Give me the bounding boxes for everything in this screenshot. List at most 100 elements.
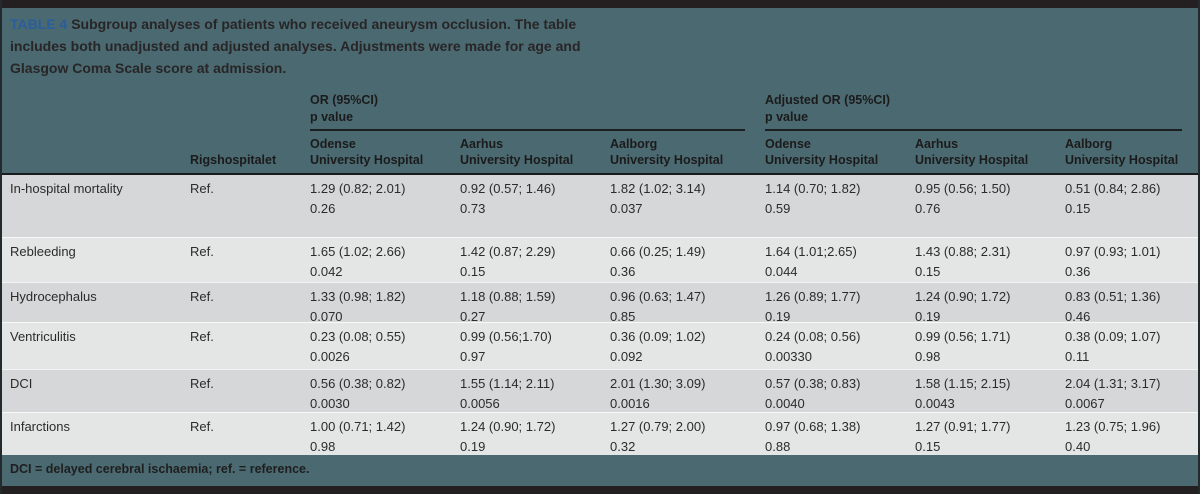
row-label: Infarctions: [10, 419, 70, 434]
or-ci-value: 0.95 (0.56; 1.50): [915, 181, 1011, 196]
column-header-aarhus: Aarhus University Hospital: [460, 137, 574, 167]
cell-adjusted-odense: 1.14 (0.70; 1.82) 0.59: [765, 175, 915, 237]
table-row-infarctions: Infarctions Ref. 1.00 (0.71; 1.42) 0.98 …: [2, 412, 1198, 455]
p-value: 0.59: [765, 201, 791, 216]
p-value: 0.042: [310, 264, 343, 279]
column-group-unadjusted: OR (95%CI) p value: [310, 92, 745, 131]
p-value: 0.11: [1065, 349, 1090, 364]
or-ci-value: 1.14 (0.70; 1.82): [765, 181, 861, 196]
cell-aarhus: 1.18 (0.88; 1.59) 0.27: [460, 283, 610, 322]
p-value: 0.15: [1065, 201, 1091, 216]
p-value: 0.070: [310, 309, 343, 322]
or-ci-value: 2.04 (1.31; 3.17): [1065, 376, 1161, 391]
column-header-outcome-spacer: [2, 131, 190, 173]
p-value: 0.037: [610, 201, 643, 216]
cell-aarhus: 1.55 (1.14; 2.11) 0.0056: [460, 370, 610, 412]
p-value: 0.0026: [310, 349, 350, 364]
or-ci-value: 0.99 (0.56; 1.71): [915, 329, 1011, 344]
or-ci-value: 1.00 (0.71; 1.42): [310, 419, 406, 434]
or-ci-value: 1.24 (0.90; 1.72): [460, 419, 556, 434]
column-group-unadjusted-title: OR (95%CI): [310, 93, 379, 107]
or-ci-value: 0.97 (0.68; 1.38): [765, 419, 861, 434]
row-label: In-hospital mortality: [10, 181, 123, 196]
p-value: 0.97: [460, 349, 486, 364]
or-ci-value: 0.23 (0.08; 0.55): [310, 329, 406, 344]
table-row-in-hospital-mortality: In-hospital mortality Ref. 1.29 (0.82; 2…: [2, 175, 1198, 237]
cell-aalborg: 0.96 (0.63; 1.47) 0.85: [610, 283, 765, 322]
p-value: 0.19: [460, 439, 486, 454]
cell-adjusted-aalborg: 0.83 (0.51; 1.36) 0.46: [1065, 283, 1198, 322]
cell-adjusted-odense: 1.26 (0.89; 1.77) 0.19: [765, 283, 915, 322]
p-value: 0.36: [610, 264, 636, 279]
or-ci-value: 0.92 (0.57; 1.46): [460, 181, 556, 196]
cell-odense: 0.23 (0.08; 0.55) 0.0026: [310, 323, 460, 369]
column-header-aalborg: Aalborg University Hospital: [610, 137, 724, 167]
cell-aalborg: 1.27 (0.79; 2.00) 0.32: [610, 413, 765, 455]
or-ci-value: 0.97 (0.93; 1.01): [1065, 244, 1161, 259]
cell-adjusted-odense: 0.24 (0.08; 0.56) 0.00330: [765, 323, 915, 369]
or-ci-value: 1.33 (0.98; 1.82): [310, 289, 406, 304]
reference-value: Ref.: [190, 376, 214, 391]
row-label: DCI: [10, 376, 33, 391]
p-value: 0.46: [1065, 309, 1091, 322]
p-value: 0.73: [460, 201, 486, 216]
p-value: 0.76: [915, 201, 941, 216]
column-header-row: Rigshospitalet Odense University Hospita…: [2, 131, 1198, 173]
reference-value: Ref.: [190, 419, 214, 434]
or-ci-value: 1.82 (1.02; 3.14): [610, 181, 706, 196]
p-value: 0.15: [915, 439, 941, 454]
column-group-adjusted-subtitle: p value: [765, 110, 809, 124]
p-value: 0.044: [765, 264, 798, 279]
cell-aarhus: 0.92 (0.57; 1.46) 0.73: [460, 175, 610, 237]
cell-adjusted-aarhus: 1.24 (0.90; 1.72) 0.19: [915, 283, 1065, 322]
p-value: 0.88: [765, 439, 791, 454]
cell-adjusted-aalborg: 2.04 (1.31; 3.17) 0.0067: [1065, 370, 1198, 412]
reference-value: Ref.: [190, 244, 214, 259]
p-value: 0.0043: [915, 396, 955, 411]
p-value: 0.40: [1065, 439, 1091, 454]
p-value: 0.98: [310, 439, 336, 454]
cell-adjusted-aarhus: 1.43 (0.88; 2.31) 0.15: [915, 238, 1065, 282]
cell-adjusted-aalborg: 0.51 (0.84; 2.86) 0.15: [1065, 175, 1198, 237]
cell-aalborg: 0.36 (0.09; 1.02) 0.092: [610, 323, 765, 369]
p-value: 0.19: [915, 309, 941, 322]
p-value: 0.15: [915, 264, 941, 279]
p-value: 0.0056: [460, 396, 500, 411]
row-label: Hydrocephalus: [10, 289, 97, 304]
cell-adjusted-aarhus: 0.95 (0.56; 1.50) 0.76: [915, 175, 1065, 237]
table-caption: TABLE 4 Subgroup analyses of patients wh…: [2, 8, 1198, 79]
table-row-ventriculitis: Ventriculitis Ref. 0.23 (0.08; 0.55) 0.0…: [2, 322, 1198, 369]
row-label: Ventriculitis: [10, 329, 76, 344]
cell-adjusted-aarhus: 1.58 (1.15; 2.15) 0.0043: [915, 370, 1065, 412]
column-group-unadjusted-subtitle: p value: [310, 110, 354, 124]
row-label: Rebleeding: [10, 244, 76, 259]
column-group-row: OR (95%CI) p value Adjusted OR (95%CI) p…: [2, 92, 1198, 131]
p-value: 0.19: [765, 309, 791, 322]
or-ci-value: 1.58 (1.15; 2.15): [915, 376, 1011, 391]
column-group-adjusted-title: Adjusted OR (95%CI): [765, 93, 891, 107]
p-value: 0.0040: [765, 396, 805, 411]
or-ci-value: 0.51 (0.84; 2.86): [1065, 181, 1161, 196]
or-ci-value: 1.24 (0.90; 1.72): [915, 289, 1011, 304]
or-ci-value: 0.38 (0.09; 1.07): [1065, 329, 1161, 344]
cell-adjusted-odense: 0.97 (0.68; 1.38) 0.88: [765, 413, 915, 455]
cell-odense: 1.29 (0.82; 2.01) 0.26: [310, 175, 460, 237]
or-ci-value: 0.56 (0.38; 0.82): [310, 376, 406, 391]
reference-value: Ref.: [190, 181, 214, 196]
cell-odense: 1.33 (0.98; 1.82) 0.070: [310, 283, 460, 322]
or-ci-value: 2.01 (1.30; 3.09): [610, 376, 706, 391]
or-ci-value: 1.43 (0.88; 2.31): [915, 244, 1011, 259]
cell-adjusted-aalborg: 1.23 (0.75; 1.96) 0.40: [1065, 413, 1198, 455]
or-ci-value: 1.27 (0.91; 1.77): [915, 419, 1011, 434]
p-value: 0.26: [310, 201, 336, 216]
table-header: OR (95%CI) p value Adjusted OR (95%CI) p…: [2, 92, 1198, 173]
cell-aalborg: 2.01 (1.30; 3.09) 0.0016: [610, 370, 765, 412]
cell-aarhus: 1.24 (0.90; 1.72) 0.19: [460, 413, 610, 455]
p-value: 0.32: [610, 439, 636, 454]
p-value: 0.98: [915, 349, 941, 364]
or-ci-value: 0.24 (0.08; 0.56): [765, 329, 861, 344]
cell-adjusted-aarhus: 0.99 (0.56; 1.71) 0.98: [915, 323, 1065, 369]
or-ci-value: 1.18 (0.88; 1.59): [460, 289, 556, 304]
p-value: 0.0030: [310, 396, 350, 411]
